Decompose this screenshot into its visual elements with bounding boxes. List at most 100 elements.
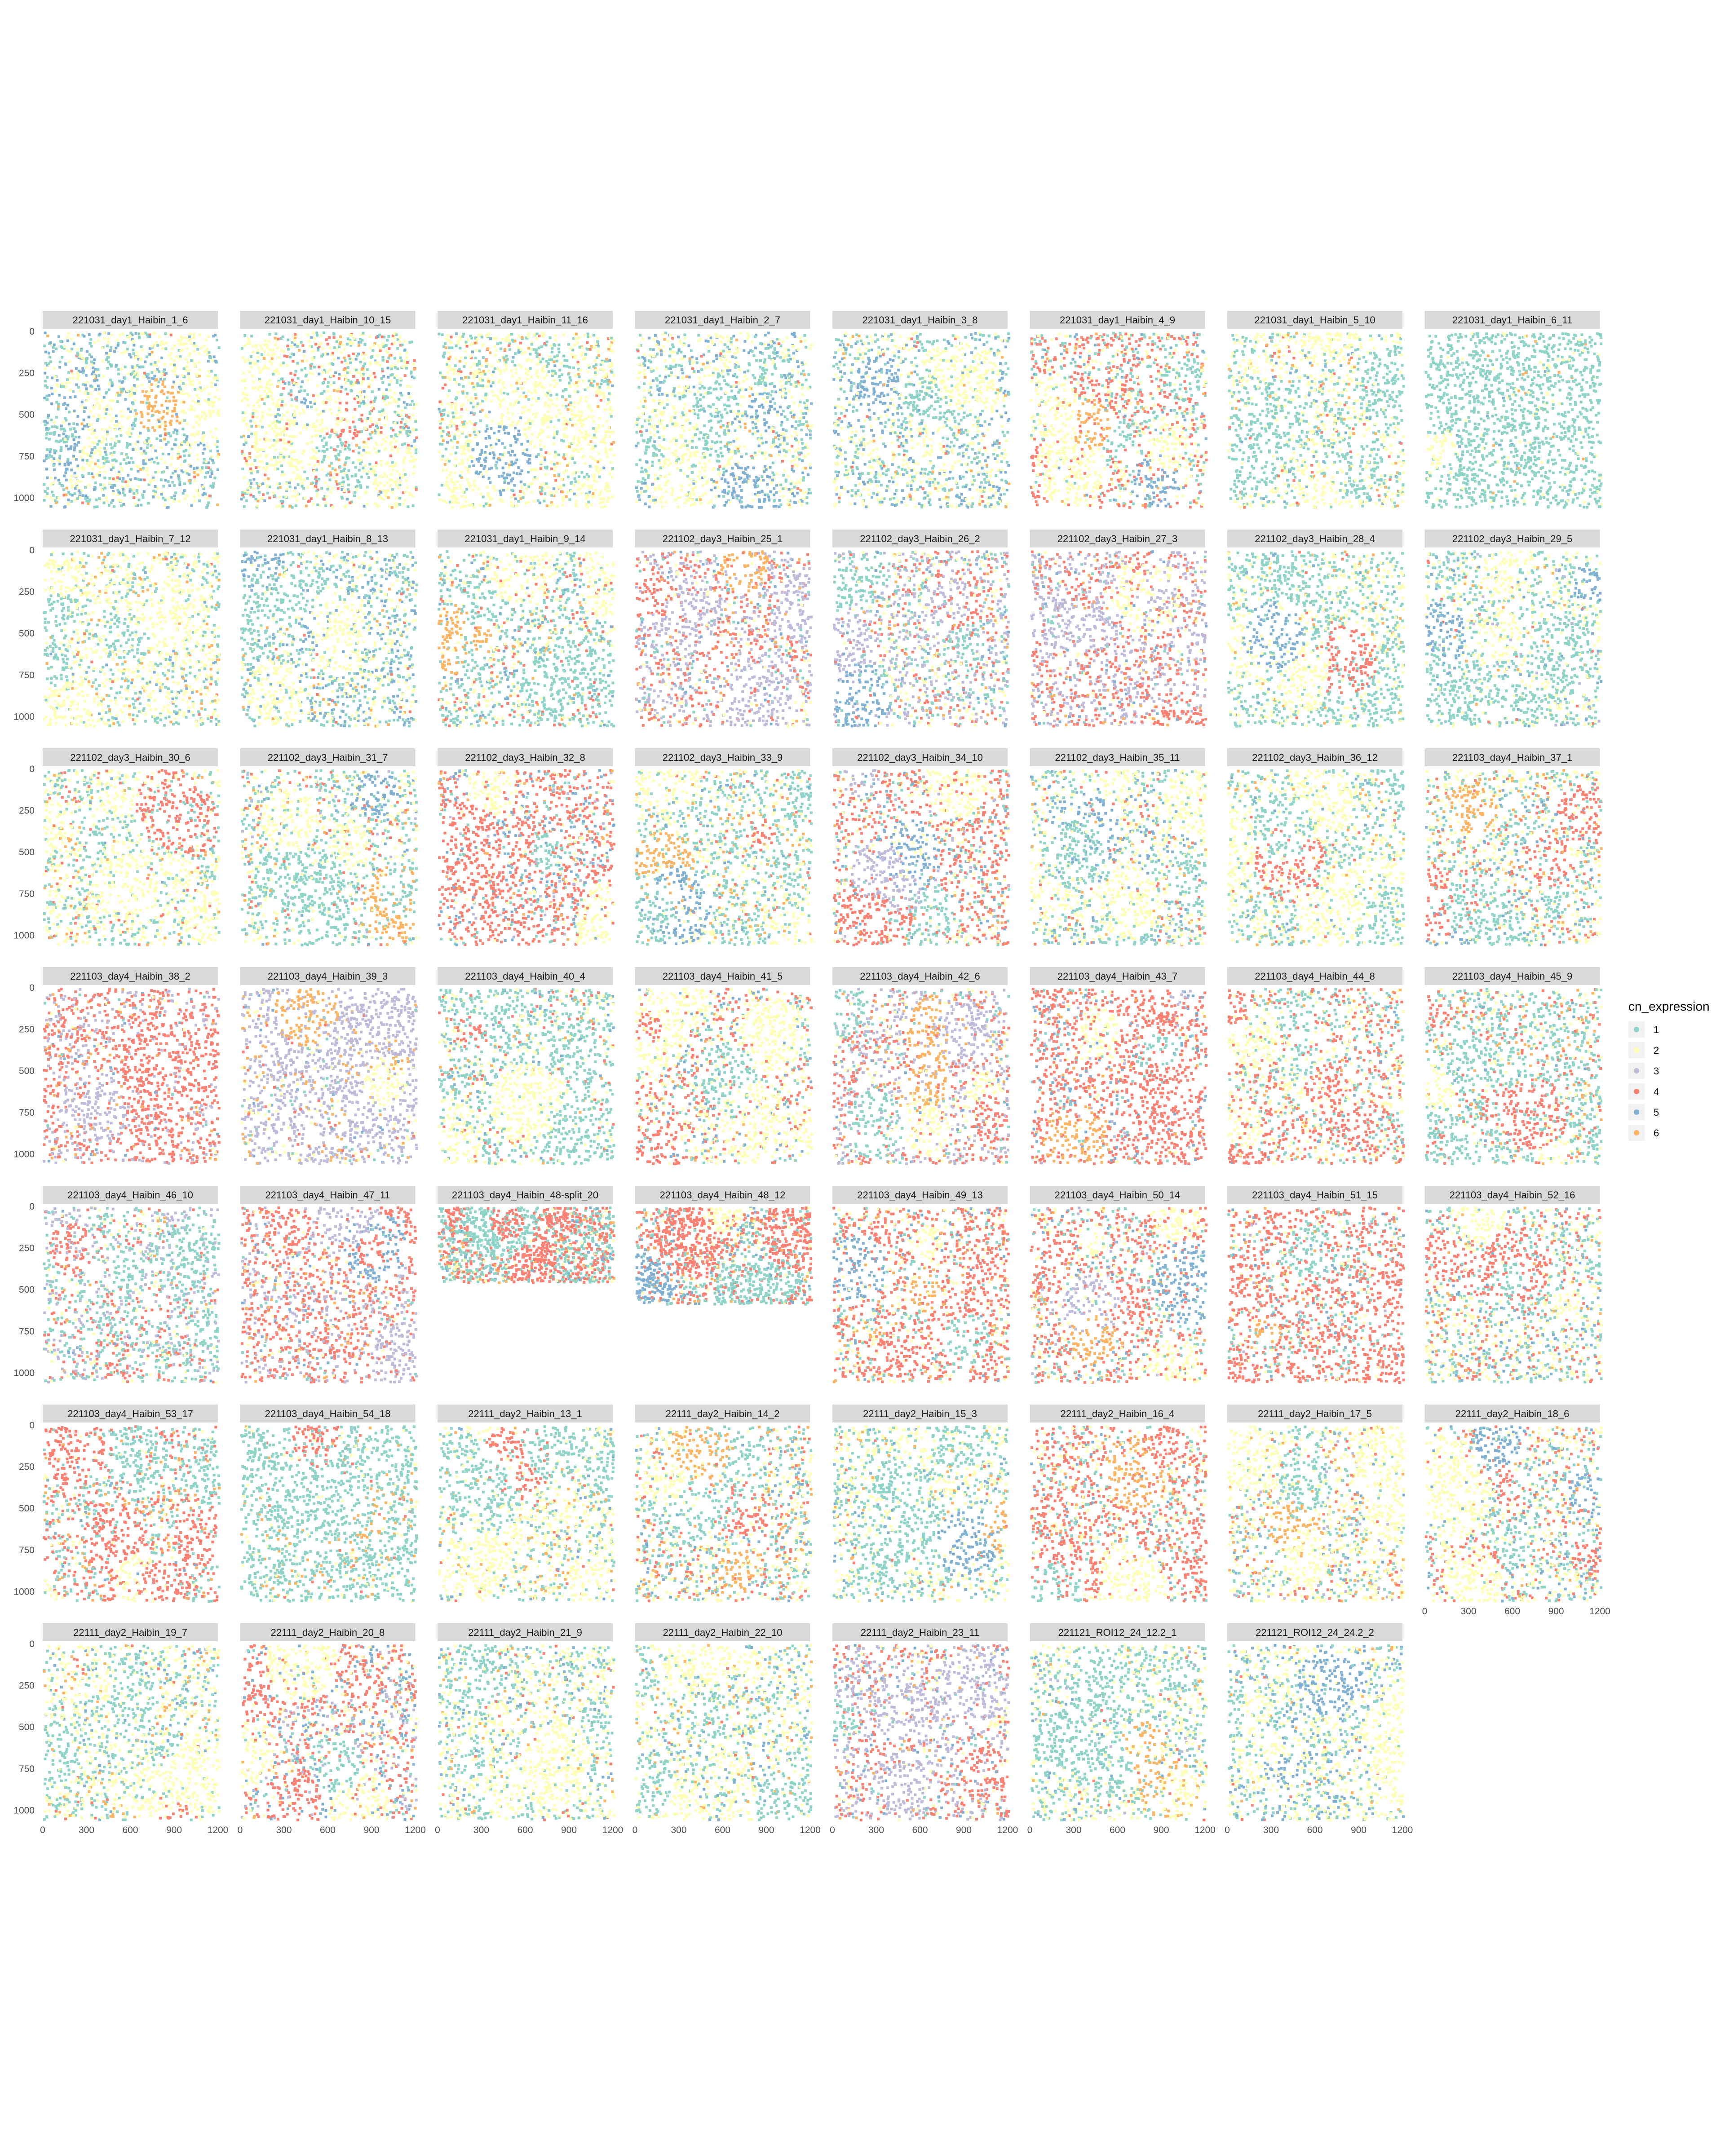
data-point xyxy=(63,345,66,348)
data-point xyxy=(147,407,150,410)
data-point xyxy=(113,484,116,487)
data-point xyxy=(183,419,186,422)
data-point xyxy=(212,378,215,380)
data-point xyxy=(140,504,142,507)
data-point xyxy=(148,336,151,338)
data-point xyxy=(199,417,202,420)
data-point xyxy=(128,427,131,430)
data-point xyxy=(191,384,194,386)
data-point xyxy=(150,479,152,482)
data-point xyxy=(199,347,202,349)
data-point xyxy=(186,435,188,438)
data-point xyxy=(127,474,129,477)
data-point xyxy=(75,436,77,438)
data-point xyxy=(208,495,211,497)
data-point xyxy=(133,344,135,347)
data-point xyxy=(83,467,85,470)
data-point xyxy=(172,431,175,434)
data-point xyxy=(113,424,116,427)
data-point xyxy=(146,398,149,401)
data-point xyxy=(176,415,178,418)
data-point xyxy=(179,455,181,458)
data-point xyxy=(173,495,176,497)
data-point xyxy=(44,420,47,423)
data-point xyxy=(66,461,69,464)
data-point xyxy=(178,483,181,486)
data-point xyxy=(193,499,196,502)
data-point xyxy=(196,467,199,469)
data-point xyxy=(91,468,94,470)
data-point xyxy=(147,412,150,415)
data-point xyxy=(197,400,200,403)
data-point xyxy=(104,471,106,473)
data-point xyxy=(177,339,180,342)
data-point xyxy=(108,477,111,480)
data-point xyxy=(70,370,73,372)
data-point xyxy=(200,389,203,392)
data-point xyxy=(105,454,107,456)
data-point xyxy=(212,436,214,438)
data-point xyxy=(171,481,174,484)
data-point xyxy=(130,457,133,459)
data-point xyxy=(83,425,86,428)
data-point xyxy=(92,428,94,431)
data-point xyxy=(120,425,123,428)
data-point xyxy=(150,371,153,374)
data-point xyxy=(161,471,164,474)
data-point xyxy=(164,479,167,482)
data-point xyxy=(170,357,172,360)
data-point xyxy=(133,399,136,402)
data-point xyxy=(121,381,124,384)
data-point xyxy=(134,409,137,412)
data-point xyxy=(164,332,167,335)
data-point xyxy=(93,415,95,417)
data-point xyxy=(84,495,87,497)
data-point xyxy=(151,409,154,412)
data-point xyxy=(121,486,124,488)
data-point xyxy=(123,458,125,461)
data-point xyxy=(159,434,162,437)
data-point xyxy=(126,389,129,392)
data-point xyxy=(105,352,108,354)
data-point xyxy=(88,445,91,448)
data-point xyxy=(152,446,155,449)
data-point xyxy=(192,400,195,402)
y-tick-label: 1000 xyxy=(13,493,35,503)
data-point xyxy=(172,472,174,475)
data-point xyxy=(104,487,106,490)
data-point xyxy=(50,455,53,458)
data-point xyxy=(94,368,97,371)
data-point xyxy=(88,484,90,486)
data-point xyxy=(188,378,190,380)
data-point xyxy=(81,502,84,504)
data-point xyxy=(171,392,174,394)
data-point xyxy=(46,335,49,337)
data-point xyxy=(208,393,211,395)
data-point xyxy=(81,494,84,497)
data-point xyxy=(108,383,111,385)
data-point xyxy=(137,478,139,481)
data-point xyxy=(142,496,145,499)
data-point xyxy=(129,433,132,436)
data-point xyxy=(135,351,138,354)
data-point xyxy=(53,432,56,435)
data-point xyxy=(94,463,97,465)
data-point xyxy=(174,366,177,369)
data-point xyxy=(50,387,53,389)
data-point xyxy=(158,336,161,338)
data-point xyxy=(216,339,218,341)
data-point xyxy=(149,386,151,389)
data-point xyxy=(155,401,157,403)
data-point xyxy=(74,487,77,490)
data-point xyxy=(134,418,137,420)
data-point xyxy=(66,349,69,352)
data-point xyxy=(176,376,179,378)
data-point xyxy=(101,489,103,491)
data-point xyxy=(212,405,215,407)
data-point xyxy=(175,413,178,416)
data-point xyxy=(81,449,84,451)
data-point xyxy=(152,332,155,335)
data-point xyxy=(63,396,66,399)
data-point xyxy=(130,356,133,358)
data-point xyxy=(205,472,208,474)
